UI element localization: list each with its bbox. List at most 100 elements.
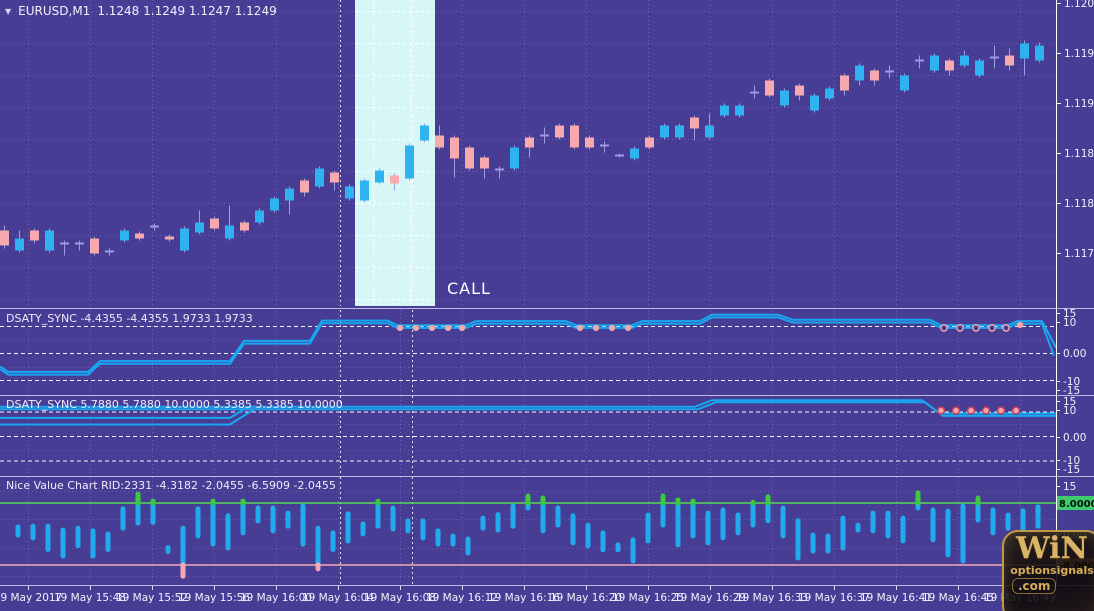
bear-candle	[210, 218, 219, 229]
time-axis-label: 19 May 16:25	[612, 592, 684, 604]
bull-candle	[735, 105, 744, 116]
sync-line-a	[0, 316, 1055, 376]
bull-candle	[675, 125, 684, 138]
time-axis-label: 19 May 15:56	[178, 592, 250, 604]
bull-candle	[315, 168, 324, 187]
bull-candle	[255, 210, 264, 223]
time-axis-label: 19 May 16:33	[736, 592, 808, 604]
signal-dot-ringed	[981, 406, 991, 415]
time-axis-label: 19 May 16:16	[488, 592, 560, 604]
signal-dot-hollow	[972, 323, 980, 332]
time-axis-label: 19 May 2017	[0, 592, 62, 604]
bull-candle	[360, 180, 369, 201]
signal-dot-ringed	[996, 406, 1006, 415]
indicator-axis-label: 10	[1063, 405, 1076, 417]
bear-candle	[465, 147, 474, 169]
chart-title: ▼ EURUSD,M1 1.1248 1.1249 1.1247 1.1249	[5, 4, 277, 18]
bear-candle	[0, 230, 9, 246]
indicator1-layer	[0, 313, 1057, 381]
level-badge	[1057, 496, 1094, 510]
bull-candle	[120, 230, 129, 241]
indicator-axis-label: -10	[1063, 455, 1080, 467]
indicator-axis-label: 0.00	[1063, 348, 1086, 360]
bull-candle	[1020, 43, 1029, 59]
time-axis-label: 19 May 16:20	[550, 592, 622, 604]
price-axis-label: 1.1180	[1064, 198, 1094, 210]
bull-candle	[705, 125, 714, 138]
price-axis-label: 1.1175	[1064, 248, 1094, 260]
signal-dot	[396, 324, 404, 332]
bear-candle	[645, 137, 654, 148]
level-badge-text: 8.0000	[1059, 499, 1094, 510]
bear-candle	[30, 230, 39, 241]
signal-dot-hollow	[988, 323, 996, 332]
watermark-brand-text: WiN	[1016, 531, 1088, 566]
bull-candle	[825, 88, 834, 99]
ohlc-values: 1.1248 1.1249 1.1247 1.1249	[97, 4, 277, 18]
candles-layer	[0, 40, 1044, 256]
indicator-axis-label: -15	[1063, 385, 1080, 397]
bear-candle	[585, 137, 594, 148]
signal-dot	[624, 324, 632, 332]
bull-candle	[630, 148, 639, 159]
bear-candle	[795, 85, 804, 96]
time-axis-label: 19 May 16:29	[674, 592, 746, 604]
signal-dot	[592, 324, 600, 332]
bear-candle	[525, 137, 534, 148]
bear-candle	[435, 135, 444, 148]
signal-dot-ringed	[1011, 406, 1021, 415]
dropdown-triangle-icon: ▼	[5, 6, 12, 16]
signal-dot-ringed	[966, 406, 976, 415]
signal-dot-ringed	[951, 406, 961, 415]
indicator-axis-label: 15	[1063, 308, 1076, 320]
time-axis-label: 19 May 15:52	[116, 592, 188, 604]
indicator3-title: Nice Value Chart RID:2331 -4.3182 -2.045…	[6, 479, 336, 492]
time-axis-label: 19 May 16:12	[426, 592, 498, 604]
bull-candle	[510, 147, 519, 169]
bear-candle	[330, 172, 339, 183]
bull-candle	[780, 90, 789, 106]
bull-candle	[270, 198, 279, 211]
sync2-line-c	[0, 405, 249, 419]
bull-candle	[855, 65, 864, 81]
bear-candle	[240, 222, 249, 231]
nice-value-chart-layer	[0, 490, 1056, 579]
time-axis-label: 19 May 16:08	[364, 592, 436, 604]
indicator-axis-label: 0.00	[1063, 432, 1086, 444]
bull-candle	[900, 75, 909, 91]
time-axis-label: 19 May 16:45	[922, 592, 994, 604]
signal-band	[355, 0, 435, 306]
bull-candle	[930, 55, 939, 71]
bull-candle	[345, 186, 354, 199]
signal-dot-hollow	[940, 323, 948, 332]
signal-dot	[576, 324, 584, 332]
bull-candle	[405, 145, 414, 179]
signal-dot	[1016, 321, 1024, 329]
sync2-line-b	[0, 401, 1056, 417]
bear-candle	[450, 137, 459, 159]
bear-candle	[945, 60, 954, 71]
bull-candle	[1035, 45, 1044, 61]
bull-candle	[420, 125, 429, 141]
bull-candle	[15, 238, 24, 251]
bear-candle	[840, 75, 849, 91]
bear-candle	[135, 233, 144, 239]
signal-dot	[608, 324, 616, 332]
time-axis-label: 19 May 16:04	[302, 592, 374, 604]
price-axis-label: 1.1185	[1064, 148, 1094, 160]
sync2-line-a	[0, 399, 1056, 415]
indicator-axis-label: -10	[1063, 376, 1080, 388]
bear-candle	[555, 125, 564, 138]
call-signal-label: CALL	[447, 279, 491, 298]
price-axis-label: 1.1195	[1064, 48, 1094, 60]
watermark-name-text: optionsignals	[1010, 564, 1094, 577]
time-axis-label: 19 May 15:48	[54, 592, 126, 604]
bear-candle	[480, 157, 489, 169]
time-axis-label: 19 May 16:41	[860, 592, 932, 604]
watermark-tld-text: .com	[1012, 578, 1057, 594]
time-axis-label: 19 May 16:00	[240, 592, 312, 604]
bull-candle	[810, 95, 819, 111]
signal-dot	[444, 324, 452, 332]
